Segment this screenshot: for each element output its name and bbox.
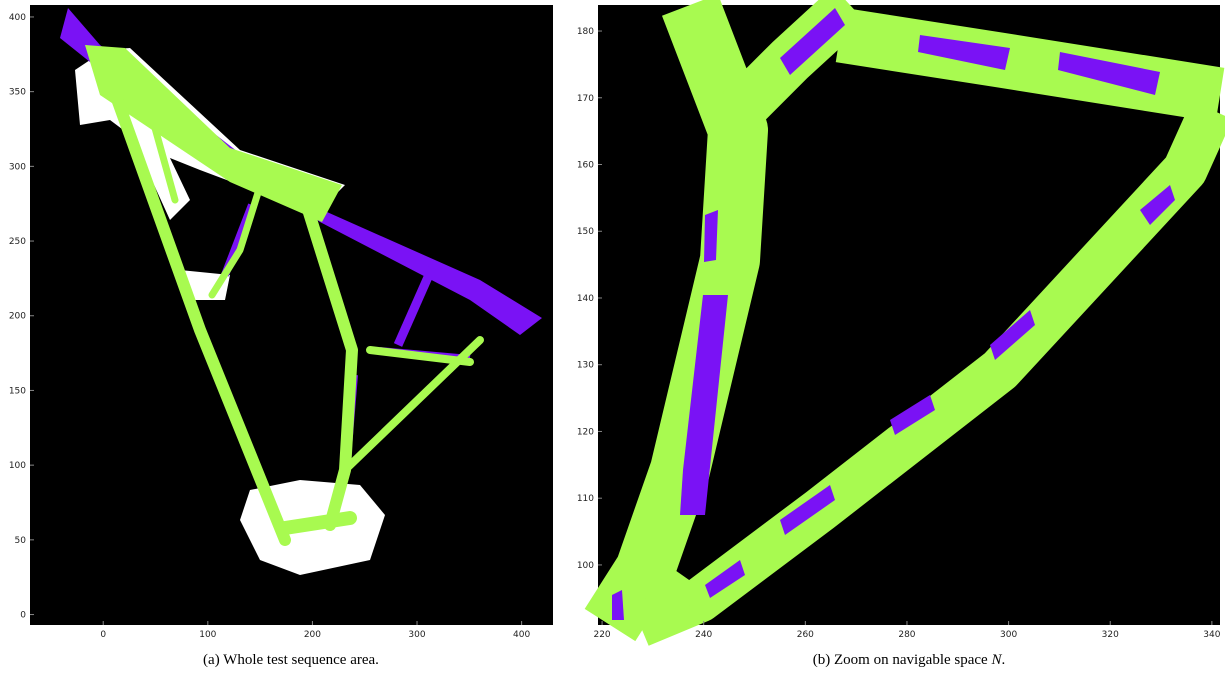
caption-b: (b) Zoom on navigable space N. [813,652,1005,668]
y-tick-label: 150 [9,386,26,396]
x-tick-label: 320 [1102,630,1119,640]
y-tick-label: 110 [577,494,594,504]
x-tick-label: 100 [199,630,216,640]
y-tick-label: 250 [9,237,26,247]
x-tick-label: 280 [898,630,915,640]
y-tick-label: 400 [9,13,26,23]
caption-symbol: N [990,652,1002,668]
x-tick-label: 400 [513,630,530,640]
y-tick-label: 140 [577,294,594,304]
x-tick-label: 340 [1203,630,1220,640]
caption-a: (a) Whole test sequence area. [203,652,379,668]
y-tick-label: 130 [577,361,594,371]
caption-text: . [1001,652,1005,668]
panel-a-image [30,5,553,625]
panel-b-image [584,0,1225,646]
x-tick-label: 300 [408,630,425,640]
y-tick-label: 100 [577,561,594,571]
x-tick-label: 240 [695,630,712,640]
y-tick-label: 100 [9,461,26,471]
y-tick-label: 350 [9,88,26,98]
x-tick-label: 260 [797,630,814,640]
x-tick-label: 0 [100,630,106,640]
y-tick-label: 0 [20,611,26,621]
y-tick-label: 150 [577,227,594,237]
x-tick-label: 200 [304,630,321,640]
y-tick-label: 170 [577,94,594,104]
y-tick-label: 200 [9,312,26,322]
x-tick-label: 220 [593,630,610,640]
caption-text: (b) Zoom on navigable space [813,652,992,668]
y-tick-label: 120 [577,427,594,437]
y-tick-label: 160 [577,161,594,171]
y-tick-label: 50 [15,536,27,546]
y-tick-label: 300 [9,162,26,172]
y-tick-label: 180 [577,27,594,37]
x-tick-label: 300 [1000,630,1017,640]
